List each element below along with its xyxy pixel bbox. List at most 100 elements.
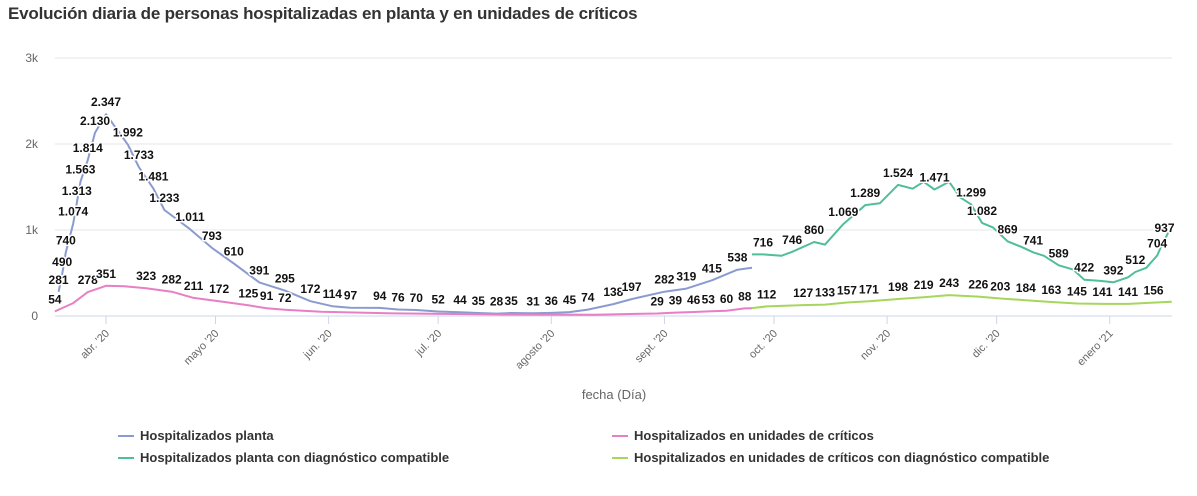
- y-tick-label: 2k: [25, 137, 39, 151]
- x-tick-label: abr. '20: [78, 328, 112, 362]
- data-label: 226: [968, 278, 988, 292]
- data-label: 1.733: [124, 148, 154, 162]
- data-label: 415: [702, 261, 722, 275]
- data-label: 112: [757, 287, 777, 301]
- data-label: 589: [1049, 246, 1069, 260]
- data-label: 937: [1154, 221, 1174, 235]
- series-line: [57, 113, 753, 315]
- data-label: 52: [431, 293, 445, 307]
- data-label: 746: [782, 233, 802, 247]
- data-label: 145: [1067, 285, 1087, 299]
- data-label: 1.233: [149, 191, 179, 205]
- data-label: 1.011: [175, 210, 205, 224]
- legend-item: Hospitalizados en unidades de críticos: [634, 428, 874, 443]
- data-label: 70: [410, 291, 424, 305]
- legend-item: Hospitalizados planta: [140, 428, 274, 443]
- data-label: 869: [998, 222, 1018, 236]
- x-tick-label: sept. '20: [633, 328, 671, 366]
- data-label: 2.347: [91, 95, 121, 109]
- data-label: 44: [453, 293, 467, 307]
- data-label: 76: [391, 290, 405, 304]
- data-label: 490: [52, 255, 72, 269]
- data-label: 392: [1103, 263, 1123, 277]
- chart-title: Evolución diaria de personas hospitaliza…: [8, 4, 638, 23]
- data-label: 88: [738, 289, 752, 303]
- x-tick-label: dic. '20: [970, 328, 1003, 361]
- data-label: 323: [136, 269, 156, 283]
- x-tick-label: agosto '20: [513, 328, 557, 372]
- data-label: 156: [1144, 284, 1164, 298]
- data-label: 35: [504, 294, 518, 308]
- data-label: 2.130: [80, 114, 110, 128]
- data-label: 1.992: [113, 126, 143, 140]
- data-label: 793: [202, 229, 222, 243]
- data-label: 198: [888, 280, 908, 294]
- data-label: 278: [78, 273, 98, 287]
- legend-item: Hospitalizados planta con diagnóstico co…: [140, 450, 449, 465]
- data-label: 319: [676, 270, 696, 284]
- data-label: 172: [209, 282, 229, 296]
- data-label: 860: [804, 223, 824, 237]
- data-label: 31: [526, 294, 540, 308]
- data-label: 138: [603, 285, 623, 299]
- data-label: 1.471: [920, 170, 950, 184]
- data-label: 97: [344, 289, 358, 303]
- data-label: 133: [815, 286, 835, 300]
- data-label: 94: [373, 289, 387, 303]
- data-label: 741: [1023, 233, 1043, 247]
- data-label: 716: [753, 235, 773, 249]
- x-axis-title: fecha (Día): [582, 387, 646, 402]
- x-tick-label: enero '21: [1075, 328, 1116, 369]
- data-label: 282: [654, 273, 674, 287]
- data-label: 1.082: [967, 204, 997, 218]
- data-label: 46: [687, 293, 701, 307]
- data-label: 351: [96, 267, 116, 281]
- data-label: 219: [914, 278, 934, 292]
- x-tick-label: jul. '20: [413, 328, 444, 359]
- data-label: 512: [1125, 253, 1145, 267]
- data-label: 39: [669, 294, 683, 308]
- x-tick-label: nov. '20: [858, 328, 893, 363]
- data-label: 60: [720, 292, 734, 306]
- data-label: 704: [1147, 236, 1167, 250]
- data-label: 74: [581, 291, 595, 305]
- data-label: 53: [702, 292, 716, 306]
- x-tick-label: oct. '20: [747, 328, 780, 361]
- data-label: 295: [275, 272, 295, 286]
- x-tick-label: jun. '20: [301, 328, 335, 362]
- data-label: 54: [48, 292, 62, 306]
- y-tick-label: 0: [31, 309, 38, 323]
- data-label: 391: [249, 263, 269, 277]
- data-label: 36: [545, 294, 559, 308]
- data-label: 740: [56, 233, 76, 247]
- series-line: [54, 284, 753, 316]
- data-label: 125: [238, 286, 258, 300]
- data-label: 197: [622, 280, 642, 294]
- data-label: 163: [1041, 283, 1061, 297]
- data-label: 45: [563, 293, 577, 307]
- data-label: 157: [837, 283, 857, 297]
- data-label: 29: [650, 295, 664, 309]
- data-label: 1.313: [62, 184, 92, 198]
- data-label: 1.524: [883, 166, 913, 180]
- data-label: 610: [224, 245, 244, 259]
- data-label: 203: [990, 280, 1010, 294]
- series-line: [751, 294, 1172, 310]
- data-label: 243: [939, 276, 959, 290]
- data-label: 127: [793, 286, 813, 300]
- data-label: 281: [49, 273, 69, 287]
- series-line: [752, 180, 1173, 284]
- y-tick-label: 3k: [25, 51, 39, 65]
- legend-item: Hospitalizados en unidades de críticos c…: [634, 450, 1049, 465]
- data-label: 1.299: [956, 185, 986, 199]
- data-label: 1.069: [828, 205, 858, 219]
- data-label: 91: [260, 289, 274, 303]
- data-label: 171: [859, 282, 879, 296]
- data-label: 72: [278, 291, 292, 305]
- x-tick-label: mayo '20: [182, 328, 222, 368]
- data-label: 114: [323, 287, 343, 301]
- data-label: 211: [184, 279, 204, 293]
- data-label: 282: [162, 273, 182, 287]
- data-label: 538: [727, 251, 747, 265]
